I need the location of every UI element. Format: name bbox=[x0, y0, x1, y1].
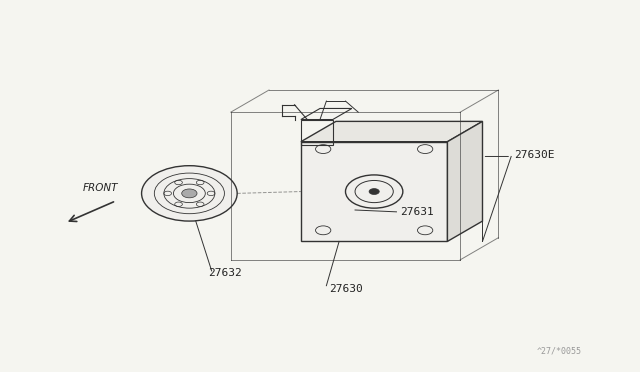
Circle shape bbox=[182, 189, 197, 198]
Text: 27630: 27630 bbox=[330, 284, 364, 294]
Text: ^27/*0055: ^27/*0055 bbox=[536, 347, 581, 356]
Polygon shape bbox=[447, 121, 483, 241]
Circle shape bbox=[141, 166, 237, 221]
Polygon shape bbox=[301, 121, 483, 142]
Circle shape bbox=[369, 189, 380, 195]
Text: FRONT: FRONT bbox=[83, 183, 118, 193]
Text: 27630E: 27630E bbox=[515, 150, 555, 160]
Text: 27631: 27631 bbox=[399, 207, 433, 217]
Polygon shape bbox=[301, 142, 447, 241]
Text: 27632: 27632 bbox=[209, 268, 242, 278]
